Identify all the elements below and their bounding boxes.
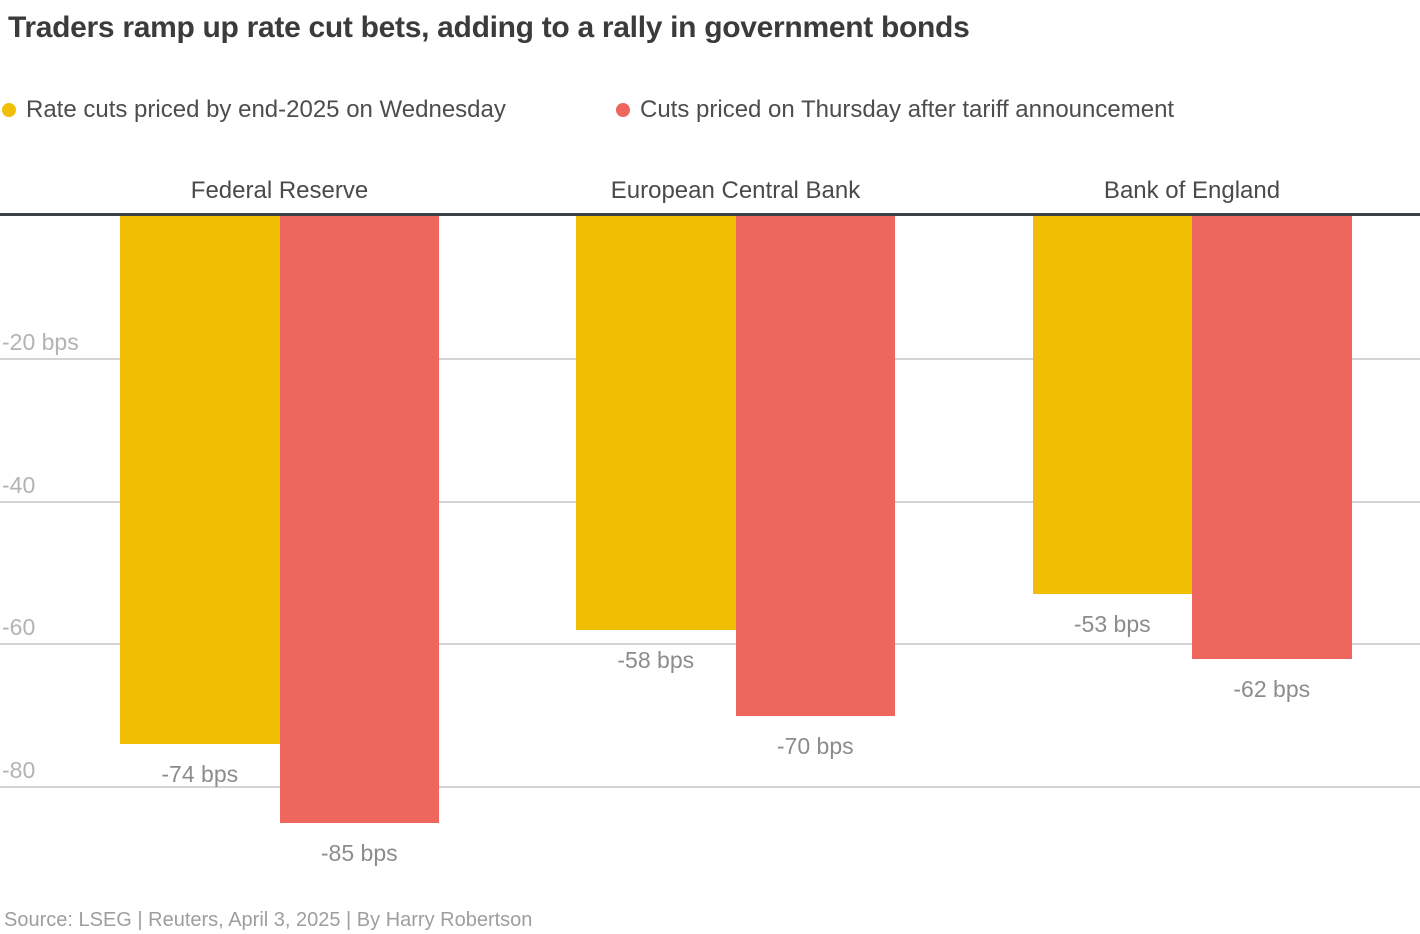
- category-label: Federal Reserve: [190, 177, 369, 204]
- y-tick-label: -60: [2, 614, 36, 641]
- y-tick-label: -20 bps: [2, 328, 79, 355]
- source-attribution: Source: LSEG | Reuters, April 3, 2025 | …: [4, 909, 533, 931]
- legend-item-wednesday: Rate cuts priced by end-2025 on Wednesda…: [2, 96, 506, 124]
- category-label: Bank of England: [1103, 177, 1281, 204]
- legend-swatch: [616, 103, 630, 117]
- bar-value-label: -70 bps: [776, 732, 854, 759]
- bar-value-label: -58 bps: [617, 647, 695, 674]
- y-gridline: [0, 786, 1420, 789]
- bar-value-label: -74 bps: [161, 761, 239, 788]
- legend-label: Cuts priced on Thursday after tariff ann…: [640, 96, 1175, 123]
- legend-label: Rate cuts priced by end-2025 on Wednesda…: [26, 96, 506, 123]
- bar-value-label: -53 bps: [1073, 611, 1151, 638]
- y-tick-label: -80: [2, 757, 36, 784]
- zero-baseline: [0, 212, 1420, 216]
- bar-thursday: [735, 216, 895, 716]
- legend-item-thursday: Cuts priced on Thursday after tariff ann…: [616, 96, 1174, 124]
- bar-value-label: -62 bps: [1233, 675, 1311, 702]
- bar-value-label: -85 bps: [320, 839, 398, 866]
- y-tick-label: -40: [2, 471, 36, 498]
- category-label: European Central Bank: [610, 177, 861, 204]
- legend-swatch: [2, 103, 16, 117]
- chart-title: Traders ramp up rate cut bets, adding to…: [8, 11, 970, 44]
- bar-wednesday: [576, 216, 736, 631]
- y-gridline: [0, 643, 1420, 646]
- bar-wednesday: [1032, 216, 1192, 595]
- bar-wednesday: [120, 216, 280, 745]
- bar-thursday: [1192, 216, 1352, 659]
- bar-thursday: [279, 216, 439, 823]
